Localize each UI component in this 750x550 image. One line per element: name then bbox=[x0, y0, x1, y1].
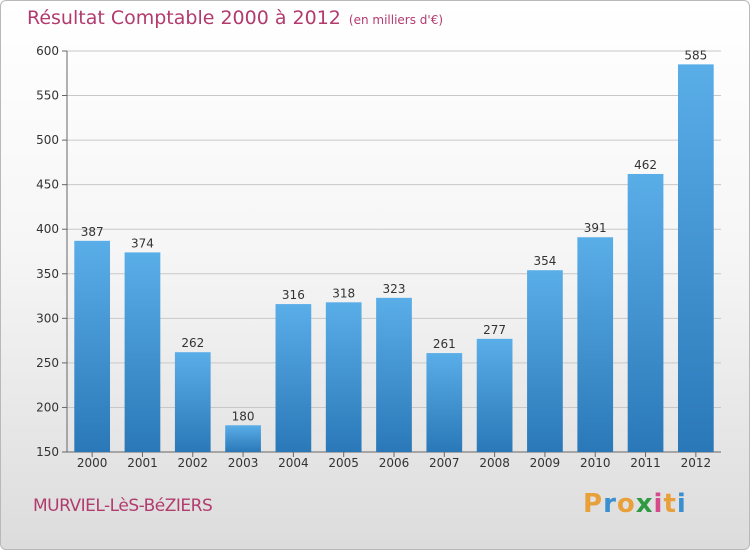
bar-value-label: 261 bbox=[433, 337, 456, 351]
bar bbox=[174, 352, 211, 452]
bar-value-label: 262 bbox=[181, 336, 204, 350]
bar-value-label: 323 bbox=[383, 282, 406, 296]
proxiti-logo: Proxiti bbox=[583, 489, 687, 519]
bar-value-label: 387 bbox=[81, 225, 104, 239]
y-tick-label: 450 bbox=[36, 178, 59, 192]
x-tick-label: 2002 bbox=[177, 456, 208, 470]
x-tick-label: 2003 bbox=[228, 456, 259, 470]
bar bbox=[275, 304, 312, 452]
y-tick-label: 400 bbox=[36, 222, 59, 236]
bar bbox=[325, 302, 362, 452]
logo-letter: i bbox=[653, 489, 664, 519]
bar-value-label: 318 bbox=[332, 286, 355, 300]
bar-value-label: 462 bbox=[634, 158, 657, 172]
bar bbox=[124, 252, 161, 452]
y-tick-label: 200 bbox=[36, 400, 59, 414]
labels: 387 2000 374 2001 262 2002 180 2003 316 2004 318 20… bbox=[77, 48, 711, 470]
bars bbox=[74, 64, 714, 452]
x-tick-label: 2004 bbox=[278, 456, 309, 470]
y-tick-label: 150 bbox=[36, 445, 59, 459]
logo-letter: t bbox=[663, 489, 677, 519]
bar-value-label: 277 bbox=[483, 323, 506, 337]
bar-value-label: 585 bbox=[684, 48, 707, 62]
chart-unit-text: (en milliers d'€) bbox=[348, 13, 444, 27]
bar bbox=[627, 173, 664, 452]
y-tick-label: 250 bbox=[36, 356, 59, 370]
logo-letter: i bbox=[676, 489, 687, 519]
chart-title-text: Résultat Comptable 2000 à 2012 bbox=[27, 7, 341, 29]
x-tick-label: 2008 bbox=[479, 456, 510, 470]
logo-letter: P bbox=[583, 489, 604, 519]
y-tick-label: 300 bbox=[36, 311, 59, 325]
bar bbox=[677, 64, 714, 452]
bar-value-label: 374 bbox=[131, 236, 154, 250]
y-tick-label: 350 bbox=[36, 267, 59, 281]
bar bbox=[376, 297, 412, 452]
bar-value-label: 391 bbox=[584, 221, 607, 235]
logo-letter: o bbox=[616, 489, 636, 519]
bar bbox=[476, 338, 513, 452]
commune-name: MURVIEL-LèS-BéZIERS bbox=[33, 496, 213, 516]
bar-value-label: 316 bbox=[282, 288, 305, 302]
y-tick-label: 500 bbox=[36, 133, 59, 147]
bar bbox=[527, 270, 563, 452]
bar bbox=[225, 425, 261, 452]
x-tick-label: 2000 bbox=[77, 456, 108, 470]
bar-value-label: 180 bbox=[232, 409, 255, 423]
bar-value-label: 354 bbox=[533, 254, 556, 268]
x-tick-label: 2007 bbox=[429, 456, 460, 470]
chart-title: Résultat Comptable 2000 à 2012 (en millie… bbox=[27, 7, 443, 29]
bar bbox=[426, 353, 463, 452]
bar bbox=[577, 237, 614, 452]
bar bbox=[74, 240, 111, 452]
x-tick-label: 2010 bbox=[580, 456, 611, 470]
y-tick-label: 600 bbox=[36, 44, 59, 58]
x-tick-label: 2012 bbox=[681, 456, 712, 470]
x-tick-label: 2006 bbox=[379, 456, 410, 470]
y-tick-label: 550 bbox=[36, 89, 59, 103]
x-tick-label: 2009 bbox=[530, 456, 561, 470]
x-tick-label: 2001 bbox=[127, 456, 158, 470]
logo-letter: r bbox=[603, 489, 617, 519]
logo-letter: x bbox=[635, 489, 654, 519]
x-tick-label: 2011 bbox=[630, 456, 661, 470]
x-tick-label: 2005 bbox=[328, 456, 359, 470]
